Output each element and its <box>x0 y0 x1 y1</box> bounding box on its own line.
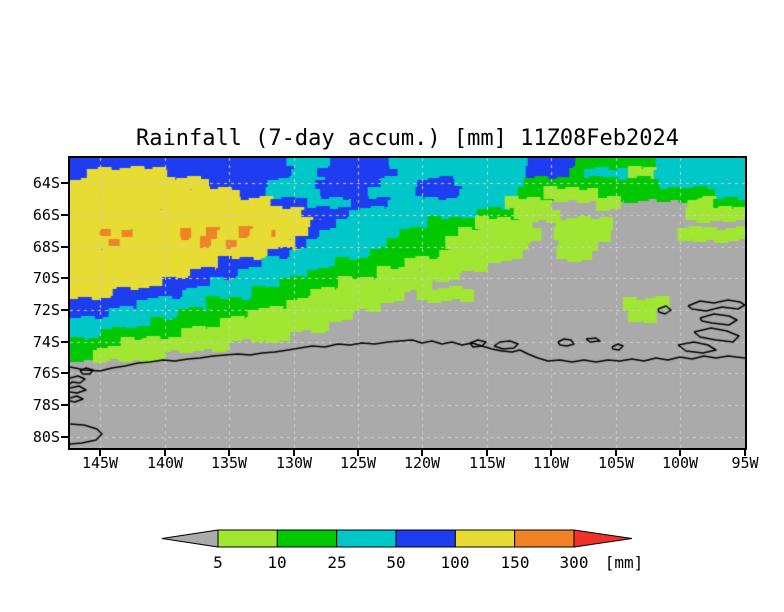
lat-tick <box>61 341 70 343</box>
lon-tick <box>293 448 295 456</box>
lat-tick <box>61 436 70 438</box>
lon-tick <box>164 448 166 456</box>
lon-tick-label: 145W <box>81 454 119 472</box>
lat-tick <box>61 404 70 406</box>
lat-tick-label: 72S <box>32 301 60 319</box>
lat-tick-label: 76S <box>32 364 60 382</box>
lat-tick <box>61 309 70 311</box>
lon-tick <box>679 448 681 456</box>
rainfall-grid-canvas <box>70 158 745 448</box>
lat-tick-label: 70S <box>32 269 60 287</box>
colorbar-segment <box>336 529 397 548</box>
lon-tick-label: 110W <box>532 454 570 472</box>
lat-tick-label: 64S <box>32 174 60 192</box>
lat-tick <box>61 246 70 248</box>
lon-tick <box>486 448 488 456</box>
colorbar-unit-label: [mm] <box>605 553 644 572</box>
lon-tick <box>615 448 617 456</box>
colorbar-tick-label: 100 <box>441 553 470 572</box>
colorbar-tick-label: 50 <box>386 553 405 572</box>
lat-tick-label: 78S <box>32 396 60 414</box>
lon-tick <box>99 448 101 456</box>
lon-tick <box>357 448 359 456</box>
lat-tick-label: 68S <box>32 238 60 256</box>
lon-tick-label: 120W <box>403 454 441 472</box>
colorbar-tick-label: 25 <box>327 553 346 572</box>
colorbar-tick-label: 5 <box>213 553 223 572</box>
lon-tick-label: 100W <box>661 454 699 472</box>
colorbar-segment <box>454 529 516 548</box>
lon-tick-label: 95W <box>731 454 759 472</box>
map-plot <box>68 156 747 450</box>
lon-tick <box>421 448 423 456</box>
colorbar-segment <box>514 529 575 548</box>
colorbar-left-arrow <box>161 529 219 548</box>
lat-tick <box>61 214 70 216</box>
lon-tick-label: 130W <box>275 454 313 472</box>
lat-tick-label: 74S <box>32 333 60 351</box>
lat-tick <box>61 372 70 374</box>
colorbar-tick-label: 300 <box>560 553 589 572</box>
lon-tick-label: 135W <box>210 454 248 472</box>
lat-tick <box>61 277 70 279</box>
lat-tick <box>61 182 70 184</box>
colorbar-svg: 5 10 25 50 100 150 300 [mm] <box>161 529 644 572</box>
lon-tick <box>744 448 746 456</box>
lon-tick <box>228 448 230 456</box>
chart-title: Rainfall (7-day accum.) [mm] 11Z08Feb202… <box>135 126 680 151</box>
lat-tick-label: 80S <box>32 428 60 446</box>
colorbar-segment <box>217 529 278 548</box>
lon-tick-label: 115W <box>468 454 506 472</box>
lon-tick-label: 125W <box>339 454 377 472</box>
lon-tick-label: 140W <box>146 454 184 472</box>
lon-tick <box>550 448 552 456</box>
lat-tick-label: 66S <box>32 206 60 224</box>
colorbar-right-arrow <box>573 529 633 548</box>
lon-tick-label: 105W <box>597 454 635 472</box>
colorbar-segment <box>276 529 338 548</box>
colorbar-segment <box>395 529 456 548</box>
colorbar-tick-label: 10 <box>267 553 286 572</box>
colorbar-tick-label: 150 <box>501 553 530 572</box>
